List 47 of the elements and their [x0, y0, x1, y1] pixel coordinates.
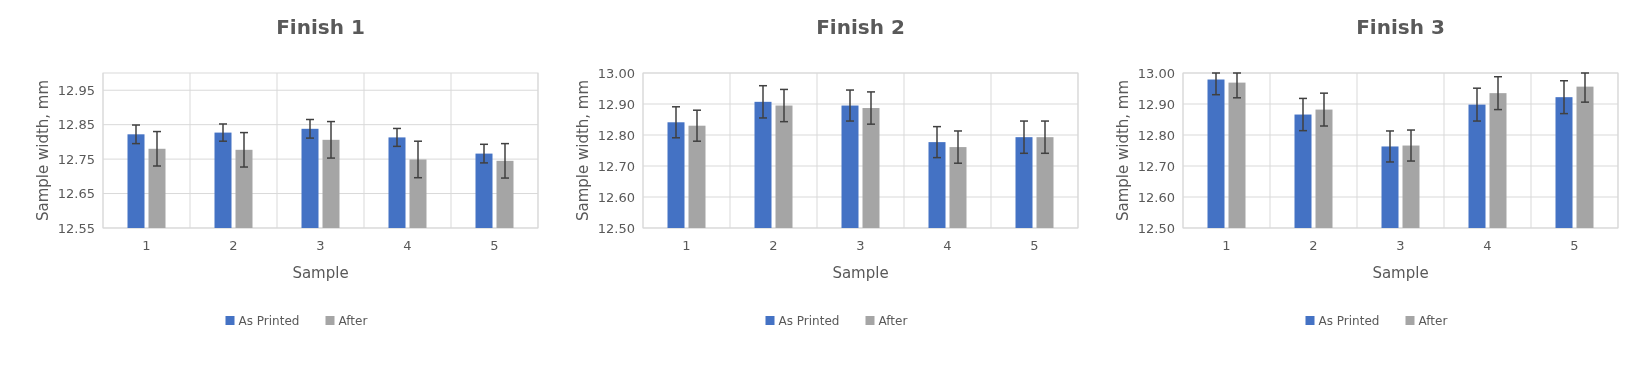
y-axis-title: Sample width, mm	[574, 79, 592, 222]
x-tick-label: 1	[1222, 238, 1231, 253]
legend-label: As Printed	[1318, 313, 1380, 328]
legend-label: After	[1418, 313, 1448, 328]
x-tick-label: 4	[1483, 238, 1492, 253]
y-axis-title: Sample width, mm	[34, 79, 52, 222]
x-tick-label: 3	[856, 238, 865, 253]
legend-label: As Printed	[238, 313, 300, 328]
x-tick-label: 2	[229, 238, 238, 253]
y-tick-label: 13.00	[597, 65, 635, 81]
y-tick-label: 12.75	[57, 151, 95, 167]
x-tick-label: 2	[1309, 238, 1318, 253]
y-tick-label: 12.70	[1137, 158, 1175, 174]
x-tick-label: 1	[142, 238, 151, 253]
y-tick-label: 12.90	[1137, 96, 1175, 112]
x-axis-title: Sample	[832, 264, 889, 282]
y-tick-label: 13.00	[1137, 65, 1175, 81]
y-tick-label: 12.50	[597, 220, 635, 236]
legend-label: After	[338, 313, 368, 328]
x-tick-label: 2	[769, 238, 778, 253]
chart-title: Finish 2	[816, 15, 905, 39]
legend-label: As Printed	[778, 313, 840, 328]
y-tick-label: 12.85	[57, 117, 95, 133]
legend-label: After	[878, 313, 908, 328]
x-tick-label: 5	[1030, 238, 1039, 253]
y-tick-label: 12.80	[1137, 127, 1175, 143]
y-axis-title: Sample width, mm	[1114, 79, 1132, 222]
y-tick-label: 12.65	[57, 186, 95, 202]
x-axis-title: Sample	[292, 264, 349, 282]
x-tick-label: 3	[316, 238, 325, 253]
y-tick-label: 12.70	[597, 158, 635, 174]
y-tick-label: 12.90	[597, 96, 635, 112]
x-axis-title: Sample	[1372, 264, 1429, 282]
y-tick-label: 12.80	[597, 127, 635, 143]
y-tick-label: 12.60	[1137, 189, 1175, 205]
chart-title: Finish 1	[276, 15, 365, 39]
y-tick-label: 12.95	[57, 82, 95, 98]
x-tick-label: 3	[1396, 238, 1405, 253]
x-tick-label: 1	[682, 238, 691, 253]
x-tick-label: 4	[403, 238, 412, 253]
chart-title: Finish 3	[1356, 15, 1445, 39]
x-tick-label: 5	[1570, 238, 1579, 253]
x-tick-label: 5	[490, 238, 499, 253]
y-tick-label: 12.50	[1137, 220, 1175, 236]
x-tick-label: 4	[943, 238, 952, 253]
y-tick-label: 12.60	[597, 189, 635, 205]
y-tick-label: 12.55	[57, 220, 95, 236]
